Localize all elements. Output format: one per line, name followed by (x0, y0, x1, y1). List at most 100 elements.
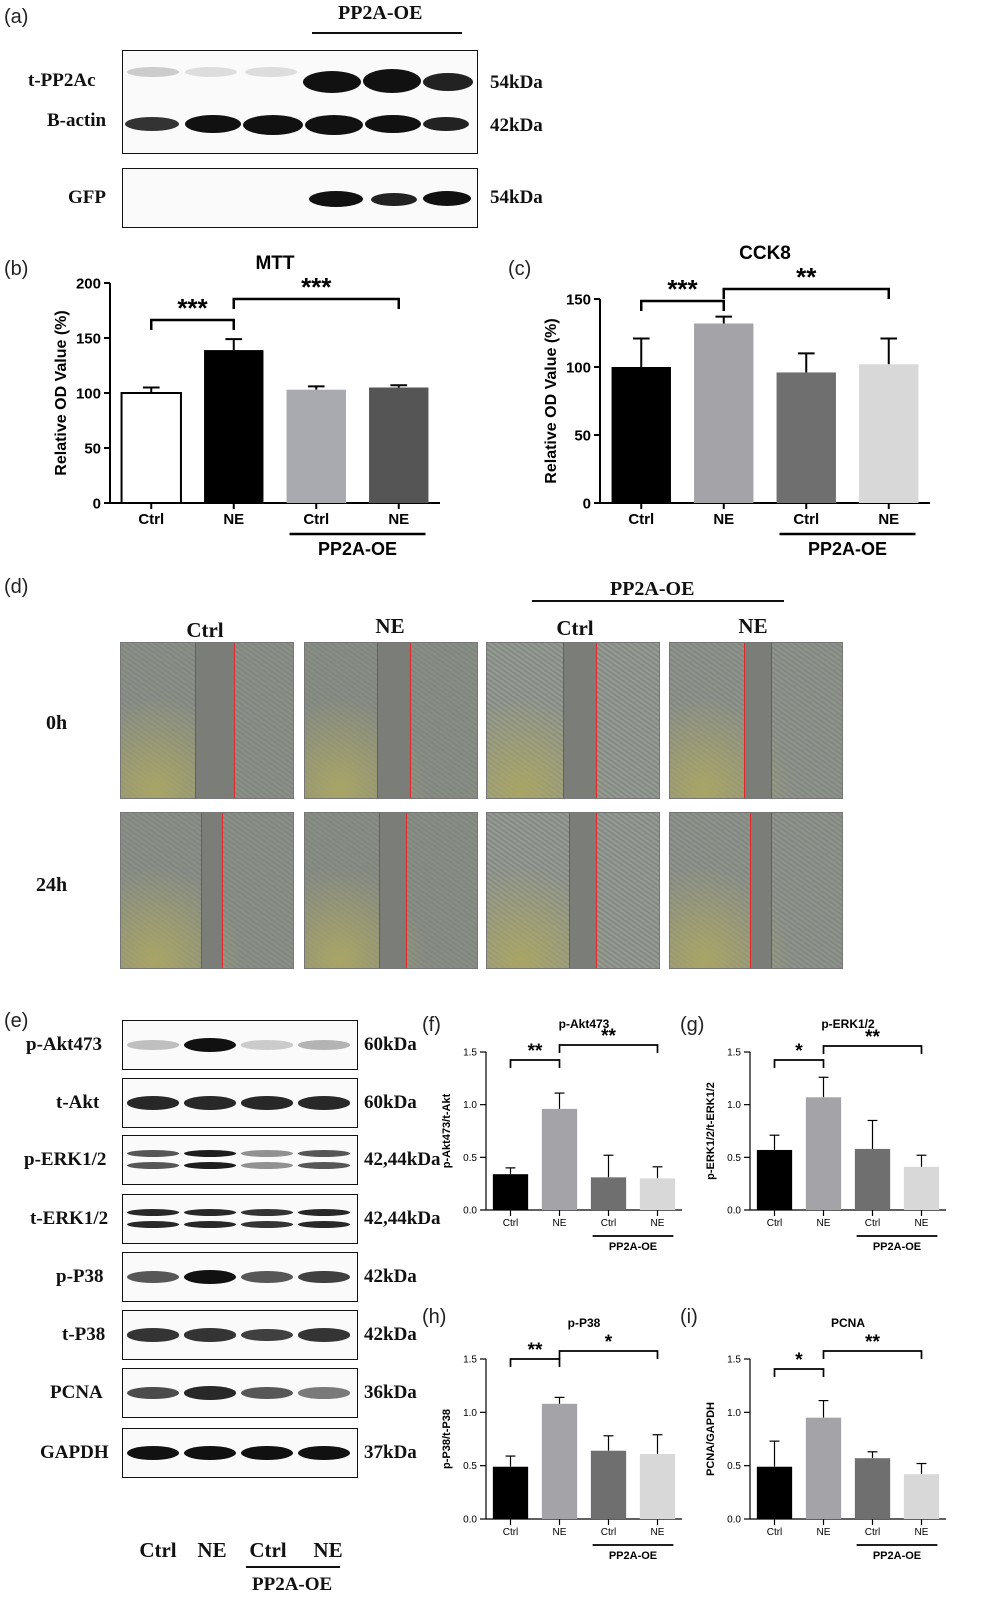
band (127, 1270, 179, 1284)
x-tick-label: Ctrl (628, 511, 654, 528)
y-tick-label: 0 (93, 495, 101, 512)
x-tick-label: Ctrl (793, 511, 819, 528)
band (298, 1096, 350, 1110)
blot-e-label: t-P38 (62, 1324, 106, 1345)
wound-col-ne: NE (375, 614, 405, 638)
band (241, 1162, 293, 1169)
bar (756, 1466, 793, 1519)
band (184, 1096, 236, 1110)
y-axis-label: p-Akt473/t-Akt (441, 1093, 453, 1168)
bar (805, 1097, 842, 1210)
blot-e-membrane (122, 1310, 358, 1360)
chart-mtt: 0 50 100 150 200 Relative OD Value (%) MTT Ctrl… (53, 253, 440, 559)
band (184, 1150, 236, 1157)
bar (590, 1177, 627, 1210)
significance-label: *** (177, 293, 208, 323)
significance-bracket (232, 297, 400, 309)
y-axis-label: Relative OD Value (%) (543, 318, 560, 483)
band (127, 1150, 179, 1157)
blot-e-kda: 36kDa (364, 1382, 417, 1403)
y-axis-label: p-P38/t-P38 (441, 1409, 453, 1469)
x-tick-label: Ctrl (601, 1527, 617, 1538)
blot-e-footer: PP2A-OE (252, 1574, 333, 1595)
wound-gap (195, 643, 235, 798)
chart-title: MTT (255, 253, 294, 274)
wound-gap (569, 813, 597, 968)
blot-e-membrane (122, 1428, 358, 1478)
blot-a-label-gfp: GFP (68, 187, 106, 208)
y-tick-label: 150 (566, 291, 591, 308)
y-tick-label: 1.5 (727, 1355, 741, 1366)
x-tick-label: Ctrl (865, 1527, 881, 1538)
significance-bracket (640, 299, 725, 311)
band (184, 1446, 236, 1460)
y-tick-label: 1.0 (463, 1408, 477, 1419)
band (184, 1221, 236, 1228)
wound-header-line (532, 600, 784, 602)
y-tick-label: 1.0 (727, 1408, 741, 1419)
panel-letter-g: (g) (680, 1014, 705, 1036)
blot-e-membrane (122, 1368, 358, 1418)
blot-a-membrane-gfp (122, 168, 478, 228)
wound-image (669, 812, 843, 969)
bar (611, 367, 671, 503)
significance-bracket (558, 1350, 659, 1359)
wound-gap (201, 813, 223, 968)
y-tick-label: 50 (574, 427, 591, 444)
band (184, 1162, 236, 1169)
x-tick-label: Ctrl (767, 1218, 783, 1229)
wound-gap (379, 813, 407, 968)
band (127, 1328, 179, 1342)
y-tick-label: 200 (76, 275, 101, 292)
band (303, 71, 361, 93)
group-label: PP2A-OE (873, 1241, 921, 1253)
blot-e-label: p-ERK1/2 (24, 1149, 107, 1170)
band (423, 117, 469, 131)
panel-letter-c: (c) (508, 258, 532, 280)
significance-label: ** (865, 1332, 880, 1353)
x-tick-label: NE (651, 1527, 665, 1538)
wound-col-oe-ne: NE (738, 614, 768, 638)
blot-a-label-bactin: B-actin (47, 110, 107, 131)
blot-a-header: PP2A-OE (338, 2, 423, 24)
x-tick-label: NE (553, 1218, 567, 1229)
band (363, 69, 421, 93)
x-tick-label: NE (878, 511, 899, 528)
panel-letter-a: (a) (4, 6, 29, 28)
significance-bracket (773, 1368, 825, 1377)
blot-e-kda: 37kDa (364, 1442, 417, 1463)
significance-bracket (509, 1059, 561, 1068)
wound-gap (750, 813, 772, 968)
band (127, 1221, 179, 1228)
x-tick-label: NE (817, 1218, 831, 1229)
group-label: PP2A-OE (318, 539, 397, 559)
panel-letter-h: (h) (422, 1306, 447, 1328)
wound-header: PP2A-OE (610, 578, 695, 600)
blot-e-membrane (122, 1078, 358, 1128)
wound-col-oe-ctrl: Ctrl (556, 616, 594, 640)
blot-e-kda: 42kDa (364, 1266, 417, 1287)
panel-letter-b: (b) (4, 258, 29, 280)
x-tick-label: NE (388, 511, 409, 528)
bar (776, 372, 836, 503)
chart-p-akt473: 0.0 0.5 1.0 1.5 p-Akt473/t-Akt p-Akt473 Ctrl NE… (441, 1017, 682, 1253)
wound-col-ctrl: Ctrl (186, 618, 224, 642)
band (423, 191, 471, 206)
significance-label: *** (301, 272, 332, 302)
band (305, 115, 363, 135)
wound-image (486, 642, 660, 799)
significance-label: * (605, 1332, 613, 1353)
bar (369, 387, 429, 503)
y-tick-label: 0.5 (727, 1153, 741, 1164)
chart-p-p38: 0.0 0.5 1.0 1.5 p-P38/t-P38 p-P38 Ctrl NE Ctrl NE… (441, 1316, 682, 1562)
bar (204, 350, 264, 503)
significance-bracket (822, 1045, 923, 1054)
bar (903, 1474, 940, 1519)
x-tick-label: NE (713, 511, 734, 528)
panel-letter-e: (e) (4, 1010, 29, 1032)
bar (639, 1453, 676, 1519)
bar (756, 1149, 793, 1210)
y-tick-label: 0.0 (727, 1206, 741, 1217)
group-label: PP2A-OE (808, 539, 887, 559)
chart-title: CCK8 (739, 245, 791, 264)
